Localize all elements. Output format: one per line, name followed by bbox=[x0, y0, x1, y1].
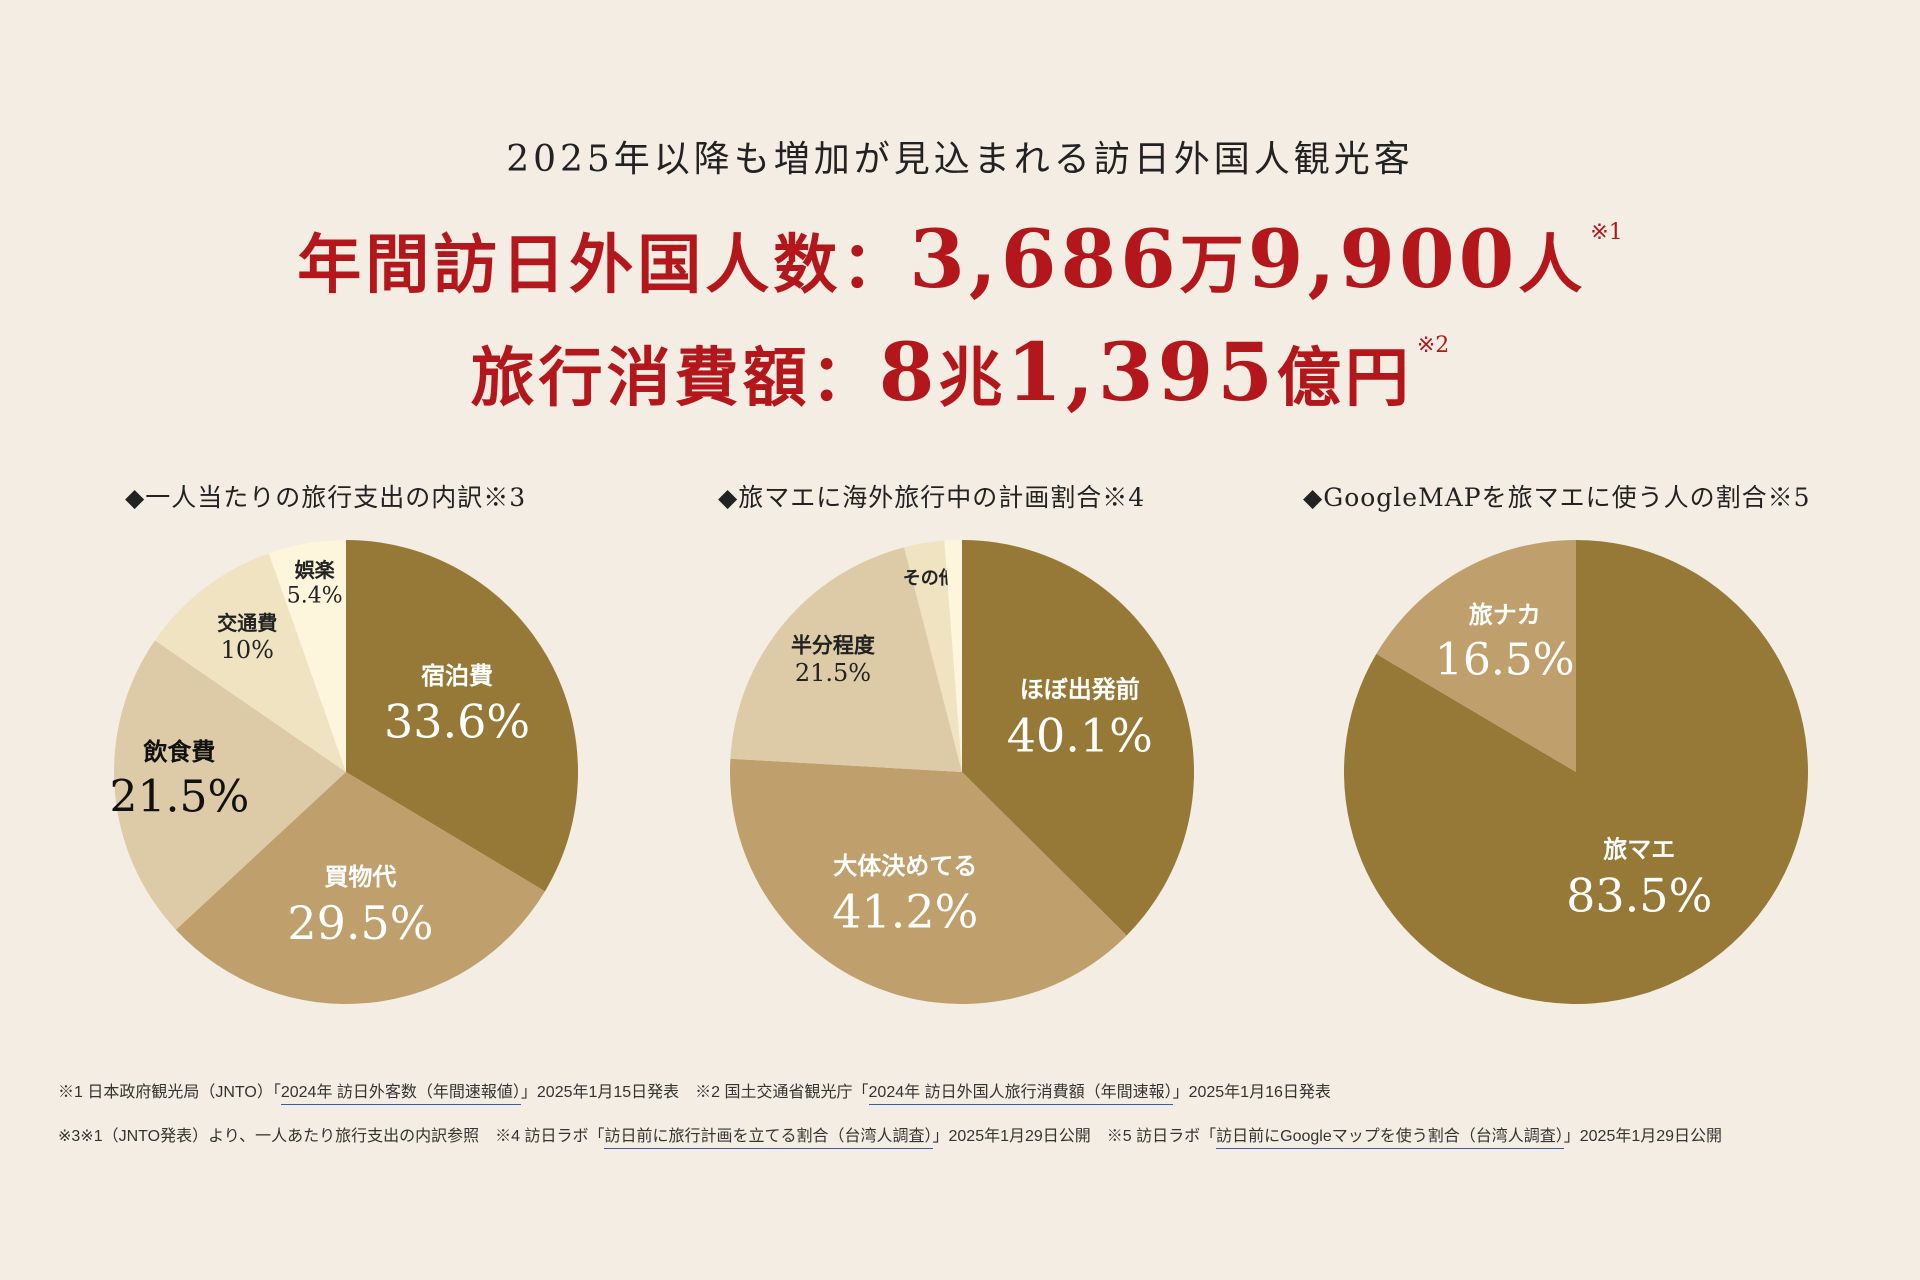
pie-slice-0-0 bbox=[346, 540, 579, 892]
footnote-1-prefix: ※1 日本政府観光局（JNTO）「 bbox=[58, 1084, 281, 1101]
pie-label-0-1: 買物代 bbox=[324, 862, 396, 891]
footnote-4-suffix: 」2025年1月29日公開 ※5 訪日ラボ「 bbox=[932, 1128, 1217, 1145]
pie-value-2-1: 16.5% bbox=[1435, 634, 1575, 685]
pie-label-2-0: 旅マエ bbox=[1603, 835, 1675, 864]
pie-slice-0-4 bbox=[268, 540, 346, 772]
visitors-unit-b: 人 bbox=[1518, 228, 1587, 303]
pie-label-0-2: 飲食費 bbox=[142, 737, 215, 766]
visitors-headline: 年間訪日外国人数：3,686万9,900人 ※1 bbox=[0, 212, 1920, 306]
pie-label-1-3: その他 bbox=[903, 567, 957, 589]
footnote-line-2: ※3※1（JNTO発表）より、一人あたり旅行支出の内訳参照 ※4 訪日ラボ「訪日… bbox=[58, 1122, 1723, 1149]
pie-value-1-0: 40.1% bbox=[1007, 708, 1153, 762]
visitors-value-a: 3,686 bbox=[909, 212, 1180, 306]
pie-value-2-0: 83.5% bbox=[1566, 868, 1712, 922]
footnote-1-suffix: 」2025年1月15日発表 ※2 国土交通省観光庁「 bbox=[520, 1084, 869, 1101]
pie-slice-0-1 bbox=[175, 772, 545, 1004]
chart-title-expenditure: ◆一人当たりの旅行支出の内訳※3 bbox=[125, 483, 527, 512]
pie-value-0-2: 21.5% bbox=[110, 771, 250, 822]
pie-label-0-0: 宿泊費 bbox=[421, 661, 493, 690]
footnote-4-link[interactable]: 訪日前に旅行計画を立てる割合（台湾人調査） bbox=[604, 1128, 933, 1149]
footnote-2-link[interactable]: 2024年 訪日外国人旅行消費額（年間速報） bbox=[868, 1084, 1173, 1105]
visitors-note: ※1 bbox=[1590, 220, 1623, 245]
spending-value-b: 1,395 bbox=[1006, 325, 1277, 419]
pie-slice-2-1 bbox=[1376, 540, 1576, 772]
chart-title-googlemap: ◆GoogleMAPを旅マエに使う人の割合※5 bbox=[1303, 483, 1811, 512]
pie-label-1-2: 半分程度 bbox=[791, 633, 875, 658]
spending-label: 旅行消費額： bbox=[470, 341, 879, 416]
pie-slice-1-3 bbox=[904, 540, 962, 772]
pie-value-0-3: 10% bbox=[221, 636, 274, 664]
pie-slice-1-0 bbox=[962, 540, 1194, 936]
pie-chart-googlemap: 旅マエ 83.5% 旅ナカ 16.5% bbox=[1344, 540, 1808, 1004]
visitors-unit-a: 万 bbox=[1179, 228, 1248, 303]
visitors-value-b: 9,900 bbox=[1247, 212, 1519, 306]
pie-slice-0-3 bbox=[154, 553, 346, 772]
pie-value-0-4: 5.4% bbox=[287, 584, 343, 609]
footnote-2-suffix: 」2025年1月16日発表 bbox=[1172, 1084, 1331, 1101]
pie-label-1-1: 大体決めてる bbox=[833, 851, 977, 880]
pie-slice-0-2 bbox=[114, 640, 347, 930]
spending-unit-a: 兆 bbox=[938, 341, 1007, 416]
footnote-line-1: ※1 日本政府観光局（JNTO）「2024年 訪日外客数（年間速報値）」2025… bbox=[58, 1078, 1331, 1105]
pie-value-1-2: 21.5% bbox=[795, 659, 871, 687]
spending-unit-b: 億円 bbox=[1276, 341, 1413, 416]
pie-value-0-0: 33.6% bbox=[384, 695, 530, 749]
footnote-5-suffix: 」2025年1月29日公開 bbox=[1563, 1128, 1723, 1145]
footnote-5-link[interactable]: 訪日前にGoogleマップを使う割合（台湾人調査） bbox=[1216, 1128, 1564, 1149]
pie-slice-1-2 bbox=[730, 547, 962, 772]
pie-label-2-1: 旅ナカ bbox=[1469, 600, 1541, 629]
pie-value-1-1: 41.2% bbox=[832, 885, 978, 939]
pie-label-0-3: 交通費 bbox=[217, 611, 277, 635]
spending-value-a: 8 bbox=[878, 325, 939, 419]
spending-note: ※2 bbox=[1416, 333, 1450, 358]
pie-label-0-4: 娯楽 bbox=[295, 558, 336, 582]
pie-value-0-1: 29.5% bbox=[287, 896, 433, 950]
pie-label-1-0: ほぼ出発前 bbox=[1020, 675, 1140, 704]
pie-slice-1-1 bbox=[730, 758, 1127, 1004]
visitors-label: 年間訪日外国人数： bbox=[297, 228, 910, 303]
pie-slice-1-4 bbox=[944, 540, 962, 772]
chart-title-planning: ◆旅マエに海外旅行中の計画割合※4 bbox=[718, 483, 1146, 512]
subtitle: 2025年以降も増加が見込まれる訪日外国人観光客 bbox=[506, 139, 1414, 180]
footnote-3-text: ※3※1（JNTO発表）より、一人あたり旅行支出の内訳参照 ※4 訪日ラボ「 bbox=[58, 1128, 605, 1145]
footnote-1-link[interactable]: 2024年 訪日外客数（年間速報値） bbox=[280, 1084, 521, 1105]
spending-headline: 旅行消費額：8兆1,395億円 ※2 bbox=[0, 325, 1920, 419]
